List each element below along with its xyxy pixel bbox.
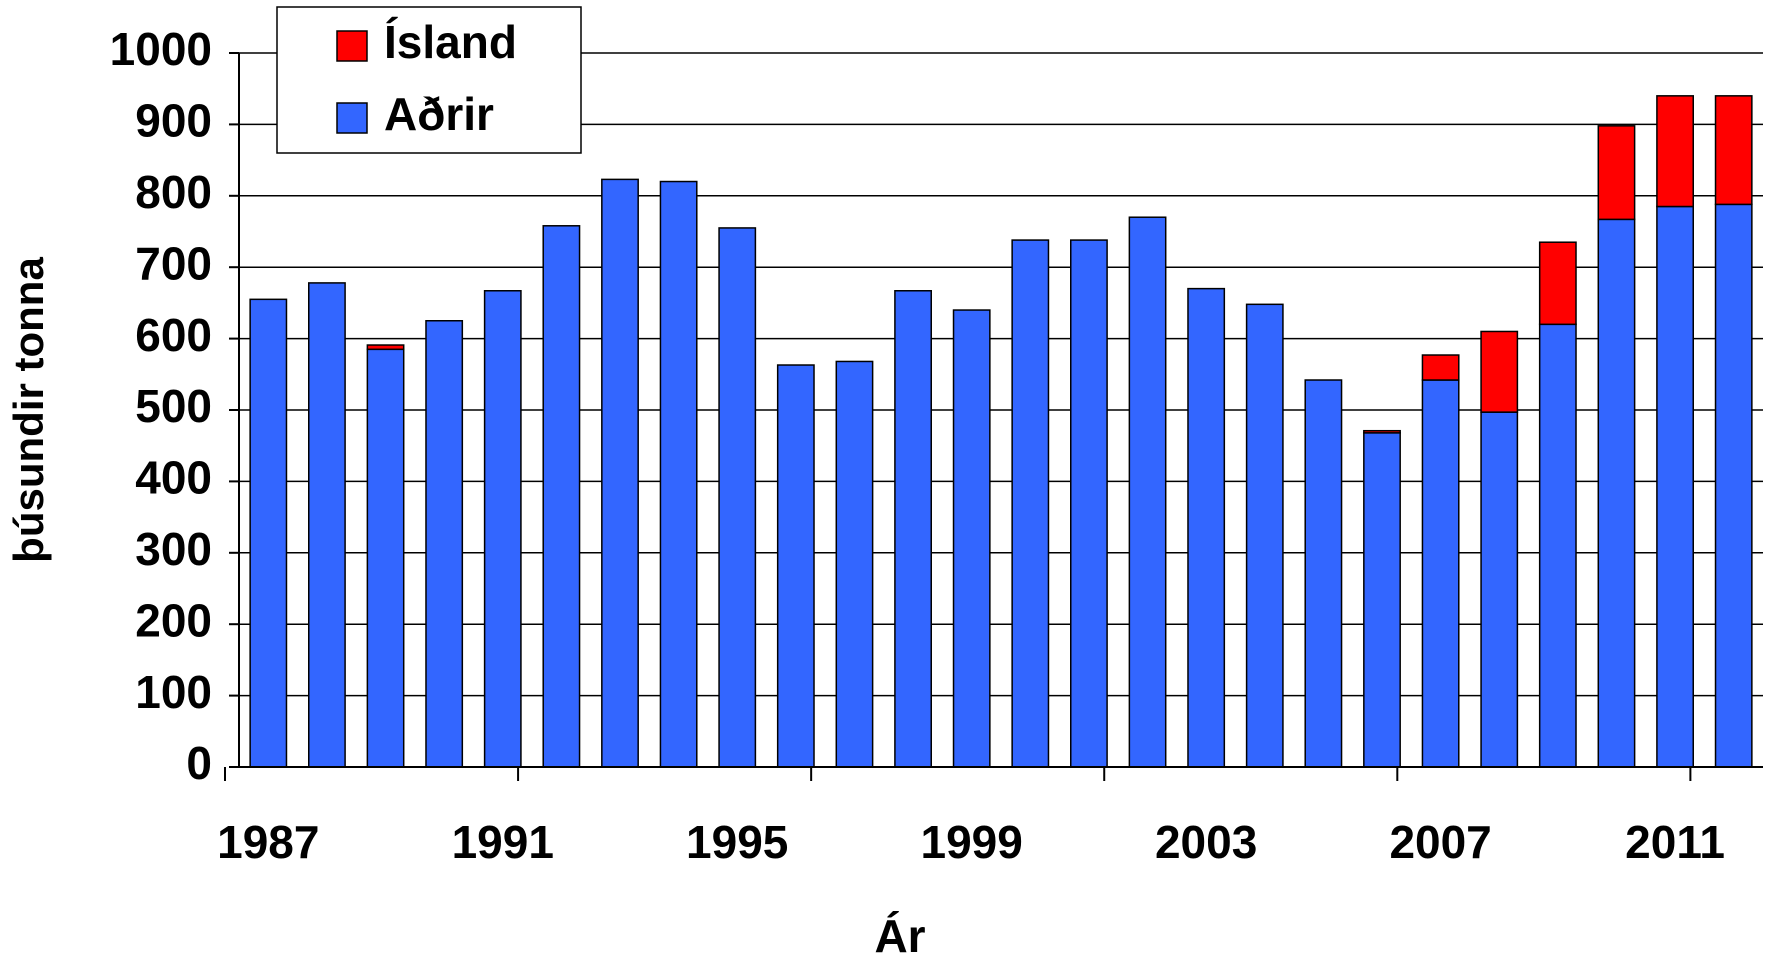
y-tick-label: 700 [135,237,212,289]
bar-segment [483,290,522,768]
y-tick-label: 300 [135,523,212,575]
x-tick-label: 2011 [1625,816,1725,868]
y-tick-label: 0 [186,737,212,789]
legend-box [276,6,582,154]
y-tick-label: 1000 [110,23,212,75]
bar-segment [1070,239,1108,768]
bar-segment [1011,239,1050,768]
y-tick-label: 500 [135,380,212,432]
legend-swatch [336,102,368,134]
x-tick-label: 1987 [217,816,319,868]
y-tick-label: 200 [135,594,212,646]
legend-swatch [336,30,368,62]
bar-segment [601,178,639,768]
bar-segment [249,298,288,768]
y-tick-label: 800 [135,166,212,218]
bar-segment [308,282,346,768]
y-tick-label: 400 [135,452,212,504]
bar-segment [1538,323,1577,768]
bar-segment [894,290,932,768]
legend-label: Aðrir [384,88,494,140]
bar-segment [718,227,757,768]
bar-segment [1421,354,1460,381]
bar-segment [1538,241,1577,326]
bar-segment [366,344,405,351]
bar-segment [1656,205,1694,768]
bar-segment [659,180,698,768]
bar-segment [1480,411,1519,768]
x-tick-label: 1999 [921,816,1023,868]
bar-segment [1714,203,1753,768]
bar-segment [542,225,581,768]
bar-segment [1656,95,1694,208]
y-tick-label: 100 [135,666,212,718]
y-tick-label: 900 [135,95,212,147]
bar-segment [1245,303,1284,768]
x-tick-label: 1991 [452,816,554,868]
x-tick-label: 2003 [1155,816,1257,868]
bar-segment [1187,287,1226,768]
bar-segment [835,360,874,768]
x-axis-title: Ár [874,910,925,962]
bar-segment [952,309,991,768]
bar-segment [1363,432,1401,768]
bar-segment [366,348,405,768]
bar-segment [1597,218,1636,768]
bar-segment [1421,379,1460,768]
x-tick-label: 2007 [1389,816,1491,868]
y-axis-title: þúsundir tonna [5,257,52,563]
bar-segment [1363,429,1401,434]
x-tick-label: 1995 [686,816,788,868]
bar-segment [1480,330,1519,413]
bar-segment [1304,379,1343,768]
bar-segment [1714,95,1753,206]
bar-segment [776,364,815,768]
legend-label: Ísland [384,16,517,68]
bar-segment [425,320,464,768]
y-tick-label: 600 [135,309,212,361]
bar-segment [1128,216,1167,768]
bar-segment [1597,125,1636,221]
